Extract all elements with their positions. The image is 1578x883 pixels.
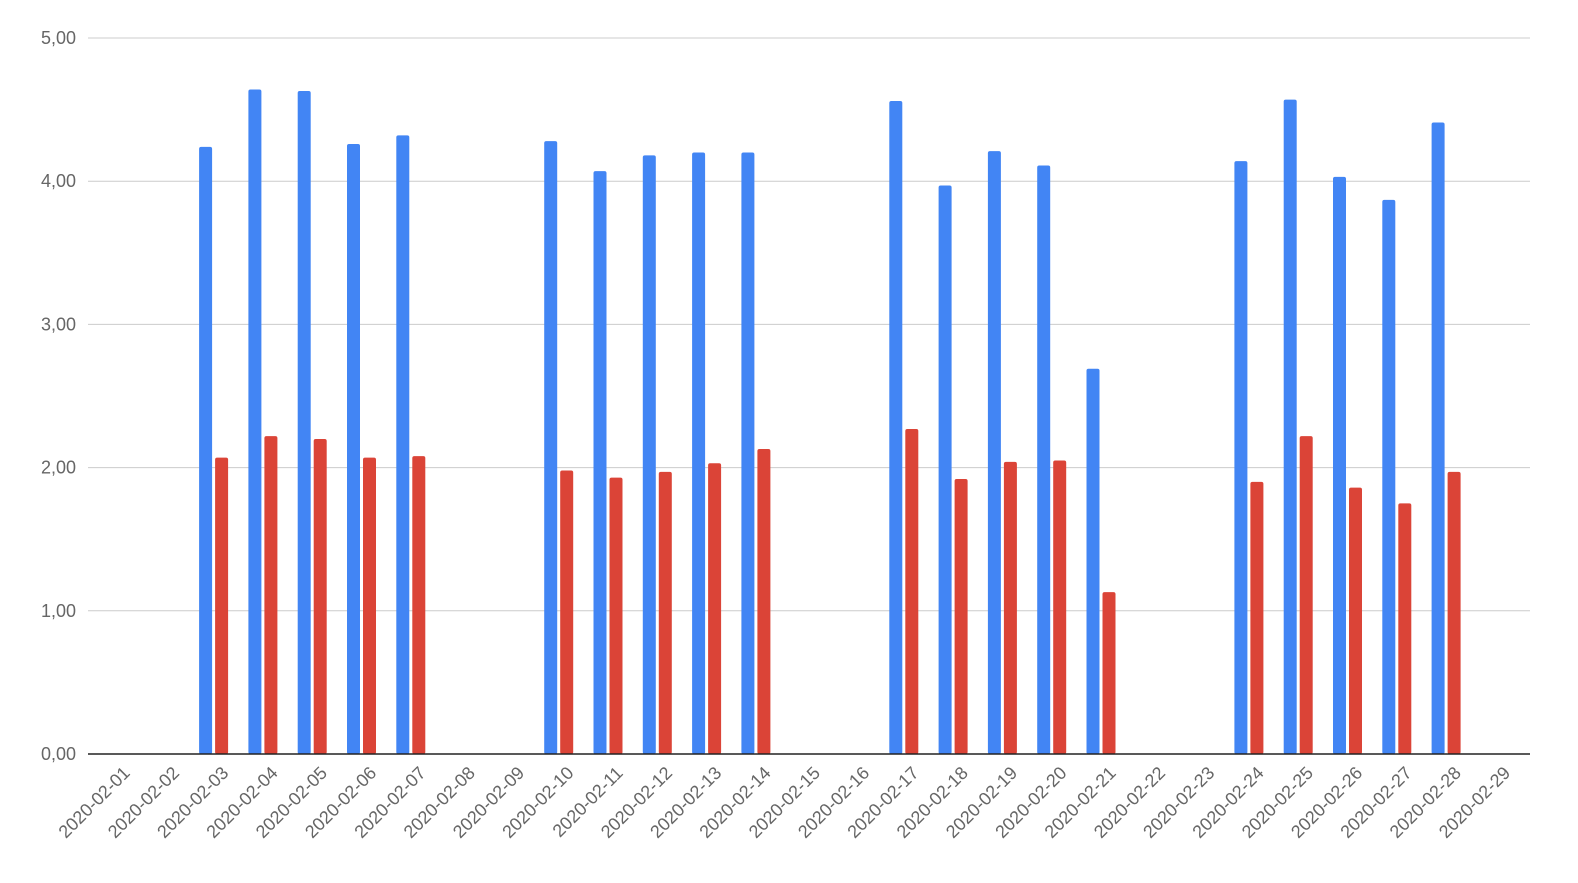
y-tick-label: 1,00: [41, 601, 76, 621]
bar-series-1-2020-02-19: [987, 151, 1001, 754]
bar-series-2-2020-02-25: [1299, 436, 1313, 754]
bar-series-1-2020-02-05: [297, 90, 311, 755]
bar-series-2-2020-02-11: [609, 477, 623, 754]
bar-series-1-2020-02-11: [593, 171, 607, 754]
bar-series-1-2020-02-18: [938, 185, 952, 754]
bar-series-2-2020-02-05: [313, 438, 327, 754]
bar-series-1-2020-02-24: [1234, 161, 1248, 754]
y-tick-label: 0,00: [41, 744, 76, 764]
bar-series-2-2020-02-13: [708, 463, 722, 754]
bar-series-2-2020-02-19: [1003, 461, 1017, 754]
bar-series-2-2020-02-06: [363, 457, 376, 754]
bar-series-2-2020-02-14: [757, 448, 771, 754]
bar-series-2-2020-02-07: [412, 456, 426, 754]
bar-series-1-2020-02-14: [741, 152, 755, 754]
y-tick-label: 2,00: [41, 458, 76, 478]
bar-series-1-2020-02-03: [199, 146, 213, 754]
bar-series-2-2020-02-04: [264, 436, 278, 754]
bar-series-1-2020-02-21: [1086, 368, 1100, 754]
bar-series-1-2020-02-27: [1382, 199, 1396, 754]
bar-series-1-2020-02-10: [544, 141, 558, 755]
bar-series-1-2020-02-07: [396, 135, 410, 754]
bar-series-2-2020-02-10: [560, 470, 574, 754]
bar-series-1-2020-02-26: [1333, 176, 1346, 754]
bar-series-2-2020-02-24: [1250, 481, 1264, 754]
bar-series-1-2020-02-06: [347, 143, 360, 755]
bar-series-2-2020-02-17: [905, 428, 919, 754]
bar-series-2-2020-02-18: [954, 479, 968, 754]
bar-series-2-2020-02-03: [215, 457, 229, 754]
bar-series-2-2020-02-26: [1349, 487, 1362, 754]
bars-layer: [199, 89, 1461, 755]
bar-series-2-2020-02-21: [1102, 592, 1116, 754]
bar-series-1-2020-02-28: [1431, 122, 1445, 755]
bar-series-2-2020-02-27: [1398, 503, 1412, 754]
bar-series-1-2020-02-12: [642, 155, 656, 755]
y-tick-label: 5,00: [41, 28, 76, 48]
bar-series-1-2020-02-20: [1037, 165, 1051, 754]
bar-series-1-2020-02-04: [248, 89, 262, 755]
y-tick-label: 4,00: [41, 171, 76, 191]
bar-series-1-2020-02-17: [889, 101, 903, 754]
bar-series-1-2020-02-13: [692, 152, 706, 754]
bar-series-1-2020-02-25: [1283, 99, 1297, 754]
bar-series-2-2020-02-20: [1053, 460, 1067, 754]
y-tick-label: 3,00: [41, 314, 76, 334]
bar-series-2-2020-02-12: [658, 471, 672, 754]
bar-series-2-2020-02-28: [1447, 471, 1461, 754]
